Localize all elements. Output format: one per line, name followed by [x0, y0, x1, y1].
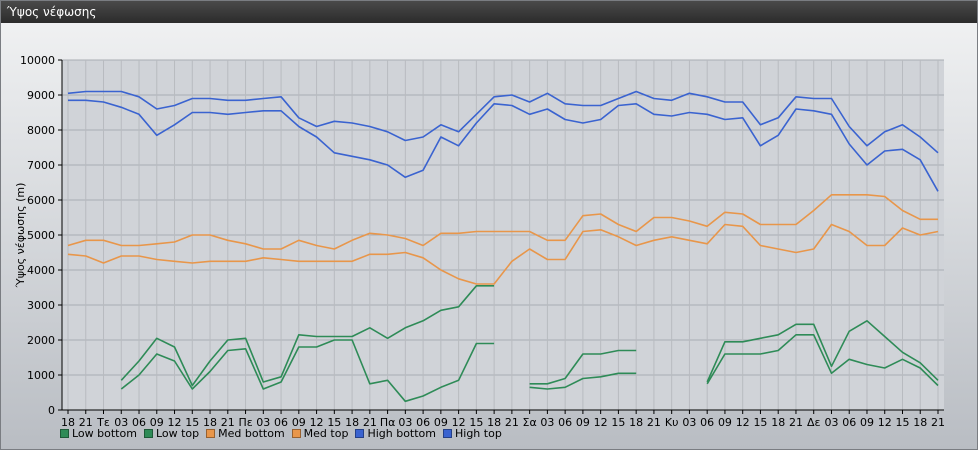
x-tick-label: 12 — [878, 416, 892, 429]
y-axis-label: Ύψος νέφωσης (m) — [14, 183, 27, 289]
x-tick-label: 09 — [718, 416, 732, 429]
legend-label: Med top — [303, 426, 349, 440]
y-tick-label: 0 — [48, 404, 55, 417]
legend-label: Low top — [155, 426, 200, 440]
y-tick-label: 10000 — [20, 54, 55, 67]
x-tick-label: 12 — [594, 416, 608, 429]
x-tick-label: Πε — [238, 416, 252, 429]
legend-swatch — [60, 428, 69, 438]
legend-label: Low bottom — [72, 426, 137, 440]
x-tick-label: 03 — [398, 416, 412, 429]
x-tick-label: 06 — [416, 416, 430, 429]
x-tick-label: 21 — [931, 416, 945, 429]
y-tick-label: 5000 — [27, 229, 55, 242]
x-tick-label: 15 — [895, 416, 909, 429]
legend-item[interactable]: Med top — [291, 426, 349, 440]
y-tick-label: 7000 — [27, 159, 55, 172]
x-tick-label: 18 — [487, 416, 501, 429]
x-tick-label: 15 — [469, 416, 483, 429]
x-tick-label: 21 — [647, 416, 661, 429]
x-tick-label: Τε — [96, 416, 110, 429]
x-tick-label: 09 — [860, 416, 874, 429]
x-tick-label: 09 — [150, 416, 164, 429]
legend: Low bottom Low top Med bottom Med top High b… — [60, 426, 509, 440]
x-tick-label: Πα — [380, 416, 396, 429]
x-tick-label: 03 — [540, 416, 554, 429]
y-tick-label: 1000 — [27, 369, 55, 382]
x-tick-label: 12 — [310, 416, 324, 429]
x-tick-label: 15 — [327, 416, 341, 429]
series-line-high-top — [67, 90, 939, 154]
x-tick-label: 03 — [114, 416, 128, 429]
x-tick-label: 12 — [736, 416, 750, 429]
x-tick-label: Σα — [523, 416, 537, 429]
y-axis-ticks: 0 1000 2000 3000 4000 5000 6000 7000 8000 9000 100… — [20, 54, 62, 417]
legend-swatch — [143, 428, 153, 438]
legend-item[interactable]: High top — [443, 426, 502, 440]
x-tick-label: 09 — [292, 416, 306, 429]
legend-label: Med bottom — [218, 426, 285, 440]
x-tick-label: 21 — [505, 416, 519, 429]
x-axis-ticks: 18 21 Τε 03 06 09 12 15 18 21 Πε 03 06 09 12 15 18 21 Πα 03… — [61, 410, 945, 429]
x-tick-label: 09 — [576, 416, 590, 429]
y-tick-label: 8000 — [27, 124, 55, 137]
x-tick-label: Δε — [807, 416, 821, 429]
series-line-low-bottom — [120, 334, 939, 403]
x-tick-label: 21 — [221, 416, 235, 429]
legend-item[interactable]: High bottom — [355, 426, 436, 440]
x-tick-label: 18 — [771, 416, 785, 429]
x-tick-label: 06 — [842, 416, 856, 429]
y-tick-label: 4000 — [27, 264, 55, 277]
legend-item[interactable]: Low bottom — [60, 426, 137, 440]
x-tick-label: 21 — [789, 416, 803, 429]
legend-swatch — [206, 428, 216, 438]
x-tick-label: 09 — [434, 416, 448, 429]
y-tick-label: 9000 — [27, 89, 55, 102]
x-tick-label: 15 — [611, 416, 625, 429]
x-tick-label: 18 — [345, 416, 359, 429]
series-line-med-bottom — [67, 223, 939, 285]
x-tick-label: 18 — [61, 416, 75, 429]
series-line-high-bottom — [68, 99, 939, 192]
x-tick-label: 15 — [185, 416, 199, 429]
x-tick-label: 03 — [256, 416, 270, 429]
cloud-height-chart: 0 1000 2000 3000 4000 5000 6000 7000 8000 9000 100… — [14, 54, 945, 429]
series-lines — [67, 90, 939, 403]
x-tick-label: 21 — [79, 416, 93, 429]
series-line-med-top — [67, 194, 938, 250]
legend-item[interactable]: Med bottom — [206, 426, 285, 440]
x-tick-label: 18 — [629, 416, 643, 429]
x-tick-label: 06 — [700, 416, 714, 429]
legend-item[interactable]: Low top — [143, 426, 200, 440]
legend-swatch — [355, 428, 365, 438]
x-tick-label: 03 — [682, 416, 696, 429]
series-line-low-top — [120, 285, 939, 387]
x-tick-label: 18 — [913, 416, 927, 429]
legend-swatch — [291, 428, 301, 438]
x-tick-label: 18 — [203, 416, 217, 429]
legend-swatch — [443, 428, 452, 438]
x-tick-label: 21 — [363, 416, 377, 429]
y-tick-label: 2000 — [27, 334, 55, 347]
x-tick-label: 12 — [452, 416, 466, 429]
x-tick-label: 15 — [753, 416, 767, 429]
legend-label: High top — [455, 426, 502, 440]
x-tick-label: 12 — [168, 416, 182, 429]
x-tick-label: 03 — [824, 416, 838, 429]
x-tick-label: 06 — [558, 416, 572, 429]
y-tick-label: 6000 — [27, 194, 55, 207]
y-tick-label: 3000 — [27, 299, 55, 312]
x-tick-label: 06 — [274, 416, 288, 429]
x-tick-label: Κυ — [665, 416, 679, 429]
legend-label: High bottom — [367, 426, 436, 440]
x-tick-label: 06 — [132, 416, 146, 429]
window-title: Ύψος νέφωσης — [1, 1, 977, 23]
